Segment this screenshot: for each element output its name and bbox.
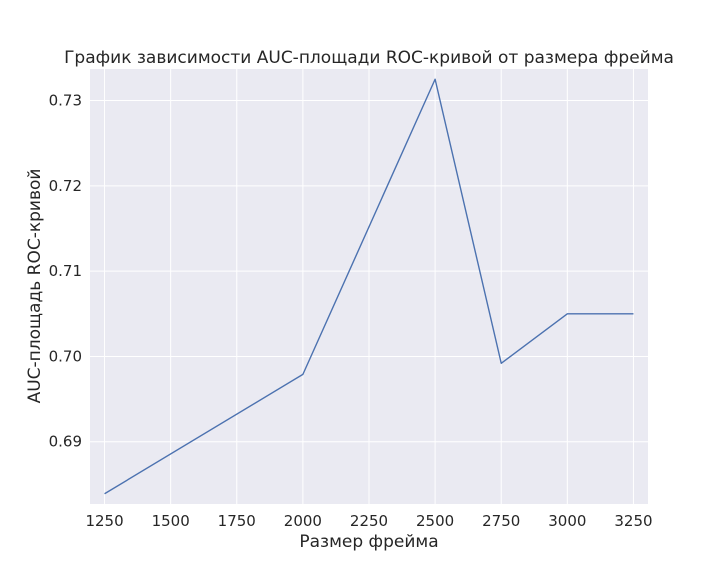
- x-tick-label: 2750: [482, 512, 520, 530]
- x-tick-label: 1250: [85, 512, 123, 530]
- y-axis-label: AUC-площадь ROC-кривой: [25, 169, 45, 404]
- x-tick-label: 2500: [416, 512, 454, 530]
- x-tick-label: 1500: [152, 512, 190, 530]
- x-tick-label: 1750: [218, 512, 256, 530]
- chart-title: График зависимости AUC-площади ROC-криво…: [64, 48, 674, 68]
- x-tick-label: 3250: [614, 512, 652, 530]
- y-tick-label: 0.70: [49, 347, 82, 365]
- grid: [90, 69, 648, 504]
- x-tick-label: 3000: [548, 512, 586, 530]
- x-axis-label: Размер фрейма: [299, 532, 438, 552]
- tick-labels: 1250 1500 1750 2000 2250 2500 2750 3000 3250 0.69…: [49, 92, 653, 530]
- y-tick-label: 0.71: [49, 262, 82, 280]
- y-tick-label: 0.72: [49, 177, 82, 195]
- x-tick-label: 2000: [284, 512, 322, 530]
- series-line: [104, 78, 634, 495]
- y-tick-label: 0.73: [49, 92, 82, 110]
- x-tick-label: 2250: [350, 512, 388, 530]
- y-tick-label: 0.69: [49, 433, 82, 451]
